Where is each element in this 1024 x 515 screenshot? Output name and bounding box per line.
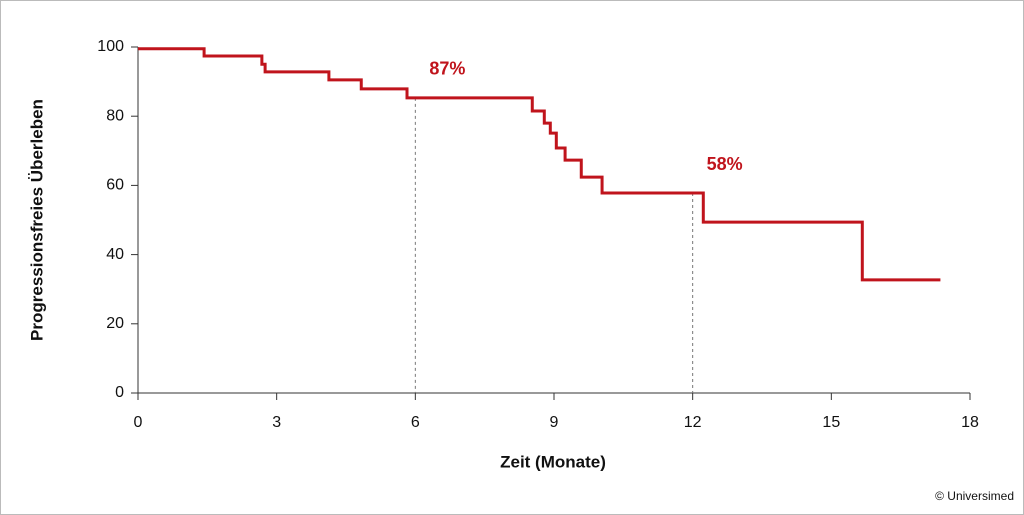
x-tick-label: 6: [411, 414, 420, 431]
y-axis-label: Progressionsfreies Überleben: [27, 99, 46, 341]
y-tick-label: 0: [115, 384, 124, 401]
x-axis-label: Zeit (Monate): [500, 452, 606, 471]
y-tick-label: 80: [106, 107, 124, 124]
annotation: 58%: [707, 154, 743, 174]
y-tick-label: 100: [97, 38, 124, 55]
credit: © Universimed: [935, 489, 1014, 503]
x-tick-label: 15: [822, 414, 840, 431]
survival-line: [138, 47, 941, 282]
y-tick-label: 40: [106, 246, 124, 263]
x-tick-label: 3: [272, 414, 281, 431]
annotation: 87%: [429, 59, 465, 79]
x-tick-label: 12: [684, 414, 702, 431]
y-tick-label: 60: [106, 177, 124, 194]
y-tick-label: 20: [106, 315, 124, 332]
x-tick-label: 18: [961, 414, 979, 431]
x-tick-label: 0: [134, 414, 143, 431]
x-tick-label: 9: [550, 414, 559, 431]
